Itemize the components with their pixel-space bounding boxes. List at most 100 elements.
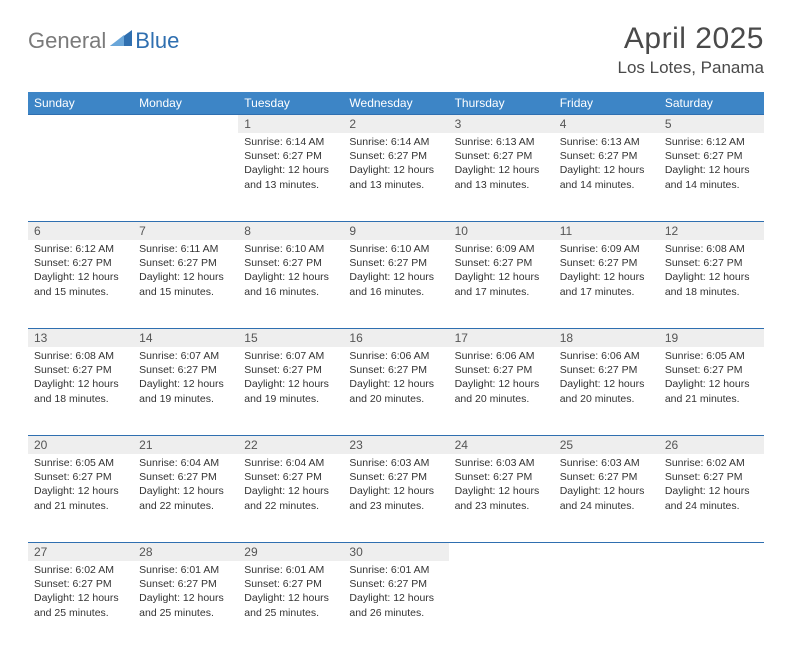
day-number: 4 — [554, 114, 659, 133]
day-number: 12 — [659, 221, 764, 240]
day-cell: Sunrise: 6:12 AMSunset: 6:27 PMDaylight:… — [28, 240, 133, 328]
weekday-header: Sunday — [28, 92, 133, 114]
day-cell: Sunrise: 6:01 AMSunset: 6:27 PMDaylight:… — [343, 561, 448, 649]
title-location: Los Lotes, Panama — [618, 58, 764, 78]
day-content: Sunrise: 6:06 AMSunset: 6:27 PMDaylight:… — [449, 347, 554, 412]
day-content: Sunrise: 6:07 AMSunset: 6:27 PMDaylight:… — [238, 347, 343, 412]
day-content-row: Sunrise: 6:08 AMSunset: 6:27 PMDaylight:… — [28, 347, 764, 435]
day-content: Sunrise: 6:08 AMSunset: 6:27 PMDaylight:… — [659, 240, 764, 305]
day-number: 28 — [133, 542, 238, 561]
weekday-header-row: SundayMondayTuesdayWednesdayThursdayFrid… — [28, 92, 764, 114]
day-content: Sunrise: 6:06 AMSunset: 6:27 PMDaylight:… — [554, 347, 659, 412]
day-content: Sunrise: 6:03 AMSunset: 6:27 PMDaylight:… — [343, 454, 448, 519]
day-cell: Sunrise: 6:01 AMSunset: 6:27 PMDaylight:… — [238, 561, 343, 649]
day-cell: Sunrise: 6:04 AMSunset: 6:27 PMDaylight:… — [238, 454, 343, 542]
day-cell: Sunrise: 6:06 AMSunset: 6:27 PMDaylight:… — [449, 347, 554, 435]
day-content: Sunrise: 6:04 AMSunset: 6:27 PMDaylight:… — [238, 454, 343, 519]
day-content: Sunrise: 6:05 AMSunset: 6:27 PMDaylight:… — [28, 454, 133, 519]
day-content: Sunrise: 6:12 AMSunset: 6:27 PMDaylight:… — [659, 133, 764, 198]
day-content: Sunrise: 6:01 AMSunset: 6:27 PMDaylight:… — [343, 561, 448, 626]
day-content: Sunrise: 6:07 AMSunset: 6:27 PMDaylight:… — [133, 347, 238, 412]
day-content: Sunrise: 6:05 AMSunset: 6:27 PMDaylight:… — [659, 347, 764, 412]
day-cell: Sunrise: 6:06 AMSunset: 6:27 PMDaylight:… — [554, 347, 659, 435]
day-content: Sunrise: 6:04 AMSunset: 6:27 PMDaylight:… — [133, 454, 238, 519]
weekday-header: Friday — [554, 92, 659, 114]
day-cell: Sunrise: 6:12 AMSunset: 6:27 PMDaylight:… — [659, 133, 764, 221]
day-cell: Sunrise: 6:05 AMSunset: 6:27 PMDaylight:… — [28, 454, 133, 542]
day-cell — [133, 133, 238, 221]
weekday-header: Thursday — [449, 92, 554, 114]
day-number: 11 — [554, 221, 659, 240]
day-cell: Sunrise: 6:04 AMSunset: 6:27 PMDaylight:… — [133, 454, 238, 542]
brand-logo: General Blue — [28, 22, 179, 54]
day-number: 23 — [343, 435, 448, 454]
day-cell: Sunrise: 6:13 AMSunset: 6:27 PMDaylight:… — [449, 133, 554, 221]
day-number: 21 — [133, 435, 238, 454]
day-number: 2 — [343, 114, 448, 133]
day-number-empty — [449, 542, 554, 561]
day-number: 27 — [28, 542, 133, 561]
daynum-row: 12345 — [28, 114, 764, 133]
daynum-row: 20212223242526 — [28, 435, 764, 454]
day-cell — [554, 561, 659, 649]
day-content: Sunrise: 6:02 AMSunset: 6:27 PMDaylight:… — [659, 454, 764, 519]
day-content: Sunrise: 6:01 AMSunset: 6:27 PMDaylight:… — [133, 561, 238, 626]
day-content: Sunrise: 6:10 AMSunset: 6:27 PMDaylight:… — [343, 240, 448, 305]
day-content-row: Sunrise: 6:14 AMSunset: 6:27 PMDaylight:… — [28, 133, 764, 221]
day-content: Sunrise: 6:13 AMSunset: 6:27 PMDaylight:… — [554, 133, 659, 198]
day-number: 18 — [554, 328, 659, 347]
day-cell: Sunrise: 6:08 AMSunset: 6:27 PMDaylight:… — [659, 240, 764, 328]
weekday-header: Saturday — [659, 92, 764, 114]
day-cell: Sunrise: 6:08 AMSunset: 6:27 PMDaylight:… — [28, 347, 133, 435]
day-cell: Sunrise: 6:02 AMSunset: 6:27 PMDaylight:… — [659, 454, 764, 542]
day-cell: Sunrise: 6:10 AMSunset: 6:27 PMDaylight:… — [238, 240, 343, 328]
weekday-header: Wednesday — [343, 92, 448, 114]
day-number: 29 — [238, 542, 343, 561]
day-number: 24 — [449, 435, 554, 454]
day-number: 16 — [343, 328, 448, 347]
day-number: 9 — [343, 221, 448, 240]
brand-triangle-icon — [110, 30, 132, 53]
title-month: April 2025 — [618, 22, 764, 56]
day-number: 26 — [659, 435, 764, 454]
day-number: 17 — [449, 328, 554, 347]
day-number: 25 — [554, 435, 659, 454]
day-content: Sunrise: 6:03 AMSunset: 6:27 PMDaylight:… — [554, 454, 659, 519]
day-content: Sunrise: 6:13 AMSunset: 6:27 PMDaylight:… — [449, 133, 554, 198]
day-content: Sunrise: 6:06 AMSunset: 6:27 PMDaylight:… — [343, 347, 448, 412]
day-content: Sunrise: 6:10 AMSunset: 6:27 PMDaylight:… — [238, 240, 343, 305]
day-number: 6 — [28, 221, 133, 240]
day-number-empty — [133, 114, 238, 133]
day-cell: Sunrise: 6:05 AMSunset: 6:27 PMDaylight:… — [659, 347, 764, 435]
day-number: 5 — [659, 114, 764, 133]
day-content: Sunrise: 6:03 AMSunset: 6:27 PMDaylight:… — [449, 454, 554, 519]
day-cell: Sunrise: 6:09 AMSunset: 6:27 PMDaylight:… — [554, 240, 659, 328]
daynum-row: 6789101112 — [28, 221, 764, 240]
day-number: 15 — [238, 328, 343, 347]
day-number: 7 — [133, 221, 238, 240]
weekday-header: Monday — [133, 92, 238, 114]
day-number: 20 — [28, 435, 133, 454]
day-number-empty — [28, 114, 133, 133]
day-content-row: Sunrise: 6:12 AMSunset: 6:27 PMDaylight:… — [28, 240, 764, 328]
day-content-row: Sunrise: 6:05 AMSunset: 6:27 PMDaylight:… — [28, 454, 764, 542]
day-content: Sunrise: 6:14 AMSunset: 6:27 PMDaylight:… — [238, 133, 343, 198]
day-cell: Sunrise: 6:03 AMSunset: 6:27 PMDaylight:… — [449, 454, 554, 542]
calendar-page: General Blue April 2025 Los Lotes, Panam… — [0, 0, 792, 649]
day-content: Sunrise: 6:01 AMSunset: 6:27 PMDaylight:… — [238, 561, 343, 626]
day-cell: Sunrise: 6:11 AMSunset: 6:27 PMDaylight:… — [133, 240, 238, 328]
day-cell: Sunrise: 6:14 AMSunset: 6:27 PMDaylight:… — [238, 133, 343, 221]
day-cell: Sunrise: 6:03 AMSunset: 6:27 PMDaylight:… — [554, 454, 659, 542]
day-content: Sunrise: 6:09 AMSunset: 6:27 PMDaylight:… — [554, 240, 659, 305]
day-number-empty — [554, 542, 659, 561]
daynum-row: 13141516171819 — [28, 328, 764, 347]
day-content: Sunrise: 6:09 AMSunset: 6:27 PMDaylight:… — [449, 240, 554, 305]
day-cell: Sunrise: 6:06 AMSunset: 6:27 PMDaylight:… — [343, 347, 448, 435]
day-content: Sunrise: 6:12 AMSunset: 6:27 PMDaylight:… — [28, 240, 133, 305]
day-cell — [659, 561, 764, 649]
day-number: 14 — [133, 328, 238, 347]
day-content: Sunrise: 6:02 AMSunset: 6:27 PMDaylight:… — [28, 561, 133, 626]
day-cell: Sunrise: 6:13 AMSunset: 6:27 PMDaylight:… — [554, 133, 659, 221]
day-content-row: Sunrise: 6:02 AMSunset: 6:27 PMDaylight:… — [28, 561, 764, 649]
day-number: 10 — [449, 221, 554, 240]
